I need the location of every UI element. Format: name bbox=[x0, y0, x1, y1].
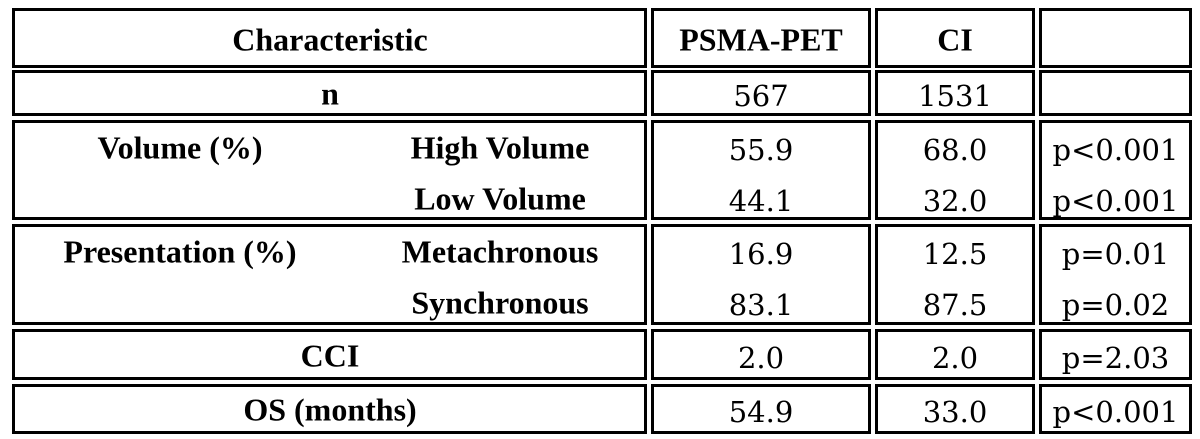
cell-border bbox=[875, 329, 1035, 380]
row-label: CCI bbox=[300, 337, 360, 373]
cell-value: p=0.02 bbox=[1061, 288, 1170, 322]
cell-value: 54.9 bbox=[728, 395, 794, 429]
cell-border bbox=[12, 224, 647, 325]
cell-value: 16.9 bbox=[728, 237, 794, 271]
cell-value: 12.5 bbox=[922, 237, 988, 271]
cell-border bbox=[651, 329, 871, 380]
cell-value: 2.0 bbox=[931, 340, 979, 375]
cell-value: 68.0 bbox=[922, 133, 988, 167]
cell-border bbox=[1039, 329, 1192, 380]
cell-border bbox=[875, 224, 1035, 325]
cell-value: p<0.001 bbox=[1052, 395, 1179, 429]
cell-border bbox=[1039, 70, 1192, 116]
cell-value: 44.1 bbox=[728, 184, 794, 218]
cell-value: 83.1 bbox=[728, 288, 794, 322]
cell-value: p=0.01 bbox=[1061, 237, 1170, 271]
group-label: Presentation (%) bbox=[63, 233, 297, 270]
cell-value: 567 bbox=[733, 79, 789, 113]
cell-value: p<0.001 bbox=[1052, 133, 1179, 167]
cell-value: 2.0 bbox=[737, 340, 785, 375]
cell-border bbox=[12, 329, 647, 380]
header-cell: PSMA-PET bbox=[679, 21, 843, 58]
header-cell: Characteristic bbox=[232, 21, 428, 58]
row-label: Metachronous bbox=[401, 233, 599, 270]
cell-border bbox=[875, 384, 1035, 434]
cell-value: 1531 bbox=[918, 79, 992, 113]
row-label: Low Volume bbox=[414, 180, 586, 217]
row-label: n bbox=[321, 75, 339, 112]
cell-value: 55.9 bbox=[728, 133, 794, 167]
cell-border bbox=[875, 8, 1035, 68]
cell-border bbox=[1039, 8, 1192, 68]
row-label: High Volume bbox=[410, 129, 590, 166]
group-label: Volume (%) bbox=[97, 129, 263, 166]
cell-border bbox=[1039, 224, 1192, 325]
row-label: Synchronous bbox=[411, 284, 589, 321]
cell-value: 33.0 bbox=[922, 395, 988, 429]
cell-border bbox=[651, 224, 871, 325]
cell-border bbox=[875, 120, 1035, 220]
row-label: OS (months) bbox=[243, 391, 417, 428]
cell-border bbox=[12, 70, 647, 116]
header-cell: CI bbox=[937, 21, 973, 58]
cell-border bbox=[12, 120, 647, 220]
cell-border bbox=[1039, 384, 1192, 434]
cell-border bbox=[651, 8, 871, 68]
cell-border bbox=[651, 70, 871, 116]
cell-border bbox=[12, 8, 647, 68]
cell-border bbox=[875, 70, 1035, 116]
cell-value: 87.5 bbox=[922, 288, 988, 322]
cell-border bbox=[651, 384, 871, 434]
cell-value: p<0.001 bbox=[1052, 184, 1179, 218]
cell-border bbox=[1039, 120, 1192, 220]
cell-border bbox=[651, 120, 871, 220]
cell-border bbox=[12, 384, 647, 434]
cell-value: p=2.03 bbox=[1061, 340, 1170, 375]
cell-value: 32.0 bbox=[922, 184, 988, 218]
